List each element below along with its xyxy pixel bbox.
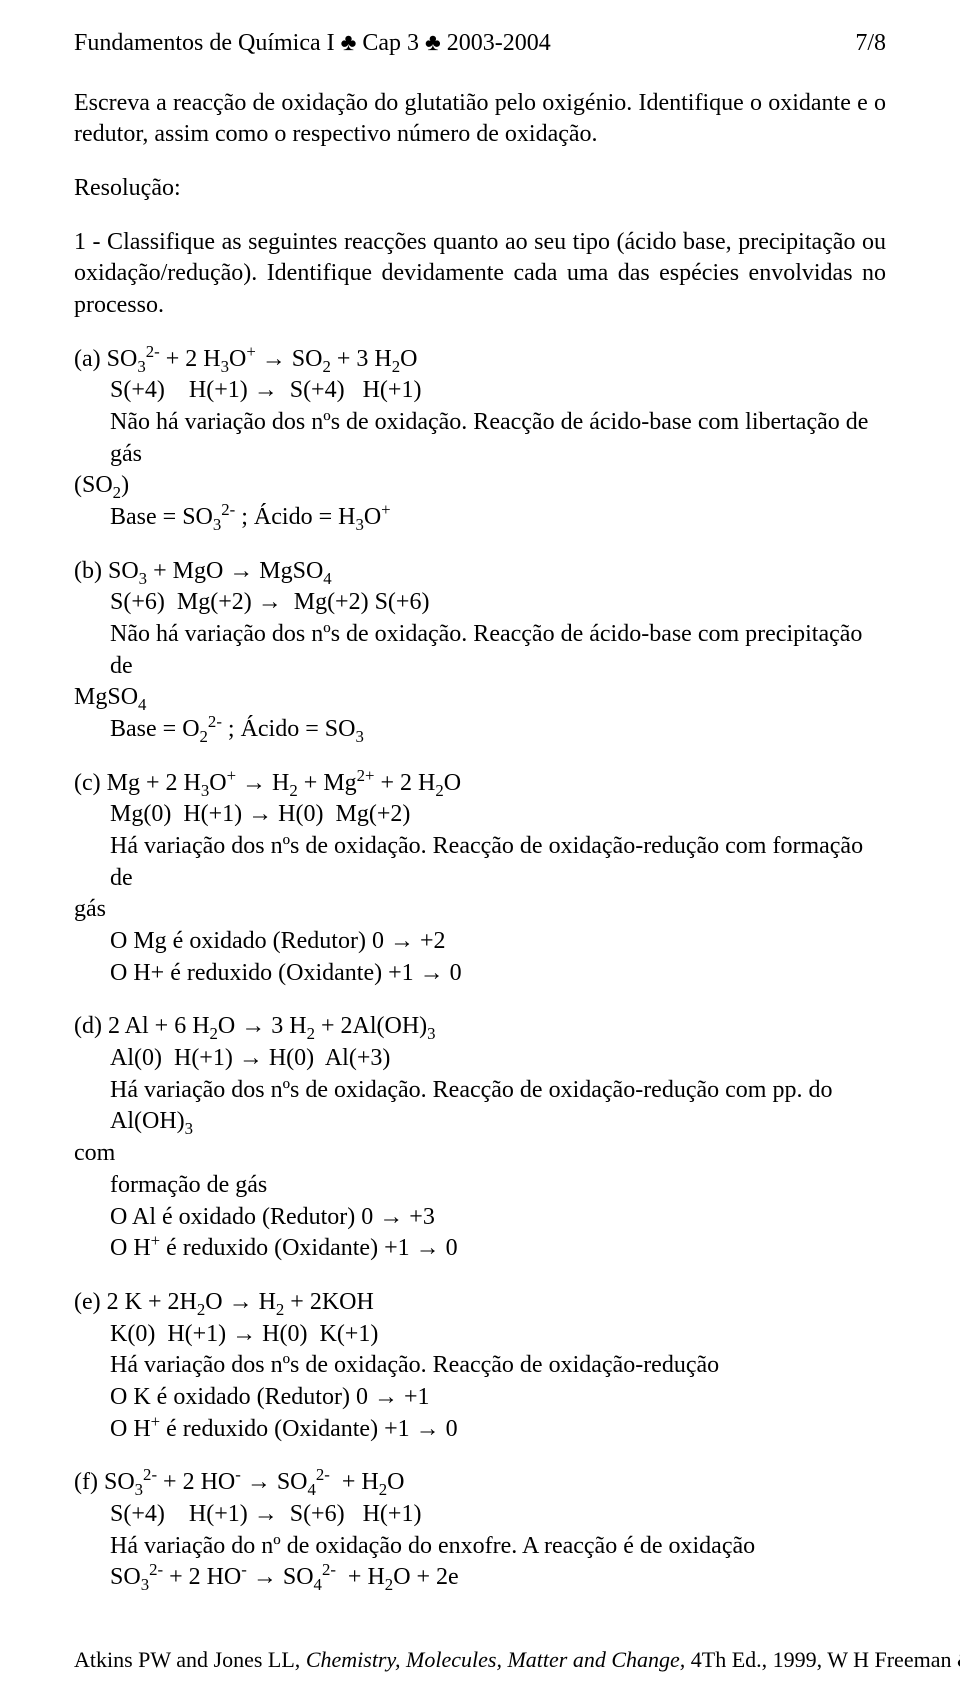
item-c: (c) Mg + 2 H3O+ → H2 + Mg2+ + 2 H2O Mg(0…: [74, 768, 886, 990]
footer-title: Chemistry, Molecules, Matter and Change,: [306, 1647, 685, 1672]
ox-states-b: S(+6) Mg(+2) → Mg(+2) S(+6): [74, 587, 886, 619]
d-h-red: O H+ é reduxido (Oxidante) +1 → 0: [74, 1233, 886, 1265]
question-1: 1 - Classifique as seguintes reacções qu…: [74, 227, 886, 322]
eq-b: (b) SO3 + MgO → MgSO4: [74, 556, 886, 588]
ox-states-d: Al(0) H(+1) → H(0) Al(+3): [74, 1043, 886, 1075]
eq-a: (a) SO32- + 2 H3O+ → SO2 + 3 H2O: [74, 344, 886, 376]
ox-states-c: Mg(0) H(+1) → H(0) Mg(+2): [74, 799, 886, 831]
note-a-line1: Não há variação dos nºs de oxidação. Rea…: [74, 407, 886, 470]
note-a-line2: (SO2): [74, 470, 886, 502]
ox-states-e: K(0) H(+1) → H(0) K(+1): [74, 1319, 886, 1351]
eq-f: (f) SO32- + 2 HO- → SO42- + H2O: [74, 1467, 886, 1499]
e-k-ox: O K é oxidado (Redutor) 0 → +1: [74, 1382, 886, 1414]
note-f: Há variação do nº de oxidação do enxofre…: [74, 1531, 886, 1563]
c-mg-ox: O Mg é oxidado (Redutor) 0 → +2: [74, 926, 886, 958]
note-c-line1: Há variação dos nºs de oxidação. Reacção…: [74, 831, 886, 894]
ox-states-a: S(+4) H(+1) → S(+4) H(+1): [74, 375, 886, 407]
note-b-line1: Não há variação dos nºs de oxidação. Rea…: [74, 619, 886, 682]
intro-paragraph: Escreva a reacção de oxidação do glutati…: [74, 88, 886, 151]
eq-d: (d) 2 Al + 6 H2O → 3 H2 + 2Al(OH)3: [74, 1011, 886, 1043]
item-f: (f) SO32- + 2 HO- → SO42- + H2O S(+4) H(…: [74, 1467, 886, 1594]
d-al-ox: O Al é oxidado (Redutor) 0 → +3: [74, 1202, 886, 1234]
ox-states-f: S(+4) H(+1) → S(+6) H(+1): [74, 1499, 886, 1531]
note-b-line2: MgSO4: [74, 682, 886, 714]
base-acid-b: Base = O22- ; Ácido = SO3: [74, 714, 886, 746]
page-header: Fundamentos de Química I ♣ Cap 3 ♣ 2003-…: [74, 28, 886, 60]
chapter-label: Cap 3: [362, 30, 419, 56]
footer-rest: 4Th Ed., 1999, W H Freeman & Co., ISBN 0…: [685, 1647, 960, 1672]
eq-e: (e) 2 K + 2H2O → H2 + 2KOH: [74, 1287, 886, 1319]
footer-authors: Atkins PW and Jones LL,: [74, 1647, 306, 1672]
header-left: Fundamentos de Química I ♣ Cap 3 ♣ 2003-…: [74, 28, 551, 60]
base-acid-a: Base = SO32- ; Ácido = H3O+: [74, 502, 886, 534]
note-c-gas: gás: [74, 894, 886, 926]
club-icon: ♣: [425, 30, 441, 56]
item-a: (a) SO32- + 2 H3O+ → SO2 + 3 H2O S(+4) H…: [74, 344, 886, 534]
document-page: Fundamentos de Química I ♣ Cap 3 ♣ 2003-…: [0, 0, 960, 1704]
item-b: (b) SO3 + MgO → MgSO4 S(+6) Mg(+2) → Mg(…: [74, 556, 886, 746]
item-e: (e) 2 K + 2H2O → H2 + 2KOH K(0) H(+1) → …: [74, 1287, 886, 1445]
resolucao-heading: Resolução:: [74, 173, 886, 205]
course-name: Fundamentos de Química I: [74, 30, 335, 56]
note-d-line1: Há variação dos nºs de oxidação. Reacção…: [74, 1075, 886, 1138]
club-icon: ♣: [341, 30, 357, 56]
e-h-red: O H+ é reduxido (Oxidante) +1 → 0: [74, 1414, 886, 1446]
note-e: Há variação dos nºs de oxidação. Reacção…: [74, 1350, 886, 1382]
eq-f2: SO32- + 2 HO- → SO42- + H2O + 2e: [74, 1562, 886, 1594]
note-d-pre: Há variação dos nºs de oxidação. Reacção…: [110, 1077, 832, 1135]
note-d-form: formação de gás: [74, 1170, 886, 1202]
year-label: 2003-2004: [447, 30, 551, 56]
c-h-red: O H+ é reduxido (Oxidante) +1 → 0: [74, 958, 886, 990]
item-d: (d) 2 Al + 6 H2O → 3 H2 + 2Al(OH)3 Al(0)…: [74, 1011, 886, 1264]
eq-c: (c) Mg + 2 H3O+ → H2 + Mg2+ + 2 H2O: [74, 768, 886, 800]
note-d-com: com: [74, 1138, 886, 1170]
page-footer: Atkins PW and Jones LL, Chemistry, Molec…: [74, 1645, 886, 1674]
page-number: 7/8: [855, 28, 886, 60]
